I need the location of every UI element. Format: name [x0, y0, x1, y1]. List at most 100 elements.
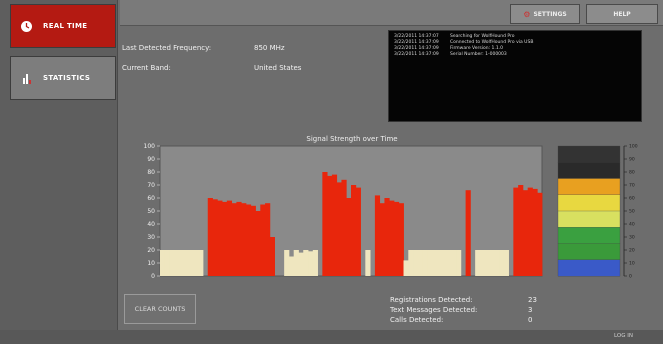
- signal-bar: [160, 250, 166, 276]
- legend-color-band: [557, 194, 621, 212]
- sidebar-item-real-time[interactable]: REAL TIME: [10, 4, 116, 48]
- signal-bar: [513, 187, 519, 276]
- signal-bar: [174, 250, 180, 276]
- y-tick-label: 80: [147, 169, 155, 176]
- legend-color-band: [557, 259, 621, 277]
- signal-bar: [207, 198, 213, 276]
- calls-label: Calls Detected:: [390, 316, 444, 324]
- signal-bar: [389, 200, 395, 276]
- y-tick-label: 70: [147, 182, 155, 189]
- status-text[interactable]: LOG IN: [614, 333, 633, 339]
- signal-bar: [384, 198, 390, 276]
- signal-bar: [179, 250, 185, 276]
- signal-bar: [198, 250, 204, 276]
- signal-bar: [269, 237, 275, 276]
- legend-tick-label: 100: [629, 144, 638, 150]
- signal-bar: [212, 199, 218, 276]
- signal-bar: [518, 185, 524, 276]
- signal-bar: [193, 250, 199, 276]
- current-band-label: Current Band:: [122, 64, 171, 72]
- signal-bar: [451, 250, 457, 276]
- signal-bar: [355, 187, 361, 276]
- registrations-label: Registrations Detected:: [390, 296, 473, 304]
- signal-bar: [169, 250, 175, 276]
- clear-counts-button[interactable]: CLEAR COUNTS: [124, 294, 196, 324]
- signal-bar: [537, 192, 543, 276]
- signal-bar: [260, 204, 266, 276]
- signal-bar: [446, 250, 452, 276]
- y-tick-label: 100: [144, 143, 156, 150]
- signal-bar: [422, 250, 428, 276]
- log-line: 3/22/2011 14:37:07 Searching for WolfHoun…: [394, 34, 515, 39]
- signal-bar: [532, 188, 538, 276]
- signal-bar: [331, 174, 338, 276]
- gear-icon: ⚙: [523, 9, 531, 19]
- signal-legend: 0 10 20 30 40 50 60 70 80 90 100: [556, 142, 640, 280]
- signal-bar: [322, 172, 328, 276]
- legend-tick-label: 0: [629, 274, 632, 280]
- signal-bar: [241, 203, 247, 276]
- legend-color-band: [557, 210, 621, 228]
- signal-bar: [393, 201, 400, 276]
- signal-bar: [265, 203, 271, 276]
- settings-button[interactable]: ⚙ SETTINGS: [510, 4, 580, 24]
- signal-bar: [408, 250, 414, 276]
- signal-bar: [255, 211, 261, 276]
- sidebar-item-label: STATISTICS: [43, 74, 91, 82]
- y-tick-label: 90: [147, 156, 155, 163]
- signal-bar: [379, 203, 385, 276]
- signal-bar: [417, 250, 424, 276]
- event-log[interactable]: 3/22/2011 14:37:07 Searching for WolfHoun…: [388, 30, 642, 122]
- signal-bar: [456, 250, 462, 276]
- sidebar-item-label: REAL TIME: [43, 22, 88, 30]
- signal-bar: [327, 175, 333, 276]
- signal-bar: [164, 250, 170, 276]
- signal-bar: [499, 250, 505, 276]
- signal-bar: [351, 185, 357, 276]
- signal-bar: [222, 201, 228, 276]
- settings-label: SETTINGS: [533, 10, 567, 18]
- signal-bar: [236, 201, 242, 276]
- log-line: 3/22/2011 14:37:09 Firmware Version: 1.1.…: [394, 46, 503, 51]
- help-button[interactable]: HELP: [586, 4, 658, 24]
- signal-bar: [183, 250, 190, 276]
- signal-bar: [479, 250, 486, 276]
- sidebar-item-statistics[interactable]: STATISTICS: [10, 56, 116, 100]
- y-tick-label: 10: [147, 260, 155, 267]
- signal-bar: [303, 250, 309, 276]
- signal-bar: [188, 250, 194, 276]
- legend-color-band: [557, 227, 621, 244]
- signal-bar: [432, 250, 438, 276]
- legend-tick-label: 70: [629, 183, 635, 189]
- signal-bar: [346, 198, 352, 276]
- signal-bar: [336, 182, 342, 276]
- last-frequency-value: 850 MHz: [254, 44, 285, 52]
- signal-bar: [484, 250, 490, 276]
- legend-color-band: [557, 178, 621, 196]
- signal-bar: [217, 200, 223, 276]
- signal-bar: [341, 179, 347, 276]
- y-tick-label: 20: [147, 247, 155, 254]
- signal-bar: [465, 190, 471, 276]
- signal-bar: [522, 190, 529, 276]
- text-messages-label: Text Messages Detected:: [390, 306, 478, 314]
- signal-bar: [475, 250, 481, 276]
- sidebar: REAL TIME STATISTICS: [0, 0, 118, 330]
- last-frequency-label: Last Detected Frequency:: [122, 44, 212, 52]
- signal-bar: [284, 250, 290, 276]
- signal-bar: [403, 260, 409, 276]
- chart-title: Signal Strength over Time: [306, 135, 398, 143]
- signal-chart: 0 10 20 30 40 50 60 70 80 90 100: [126, 142, 552, 280]
- signal-bar: [231, 203, 237, 276]
- legend-tick-label: 10: [629, 261, 635, 267]
- signal-bar: [489, 250, 495, 276]
- signal-bar: [374, 195, 381, 276]
- signal-bar: [245, 204, 252, 276]
- registrations-value: 23: [528, 296, 537, 304]
- y-tick-label: 0: [151, 273, 155, 280]
- legend-color-band: [557, 243, 621, 261]
- help-label: HELP: [613, 10, 631, 18]
- legend-color-band: [557, 162, 621, 179]
- legend-color-band: [557, 145, 621, 163]
